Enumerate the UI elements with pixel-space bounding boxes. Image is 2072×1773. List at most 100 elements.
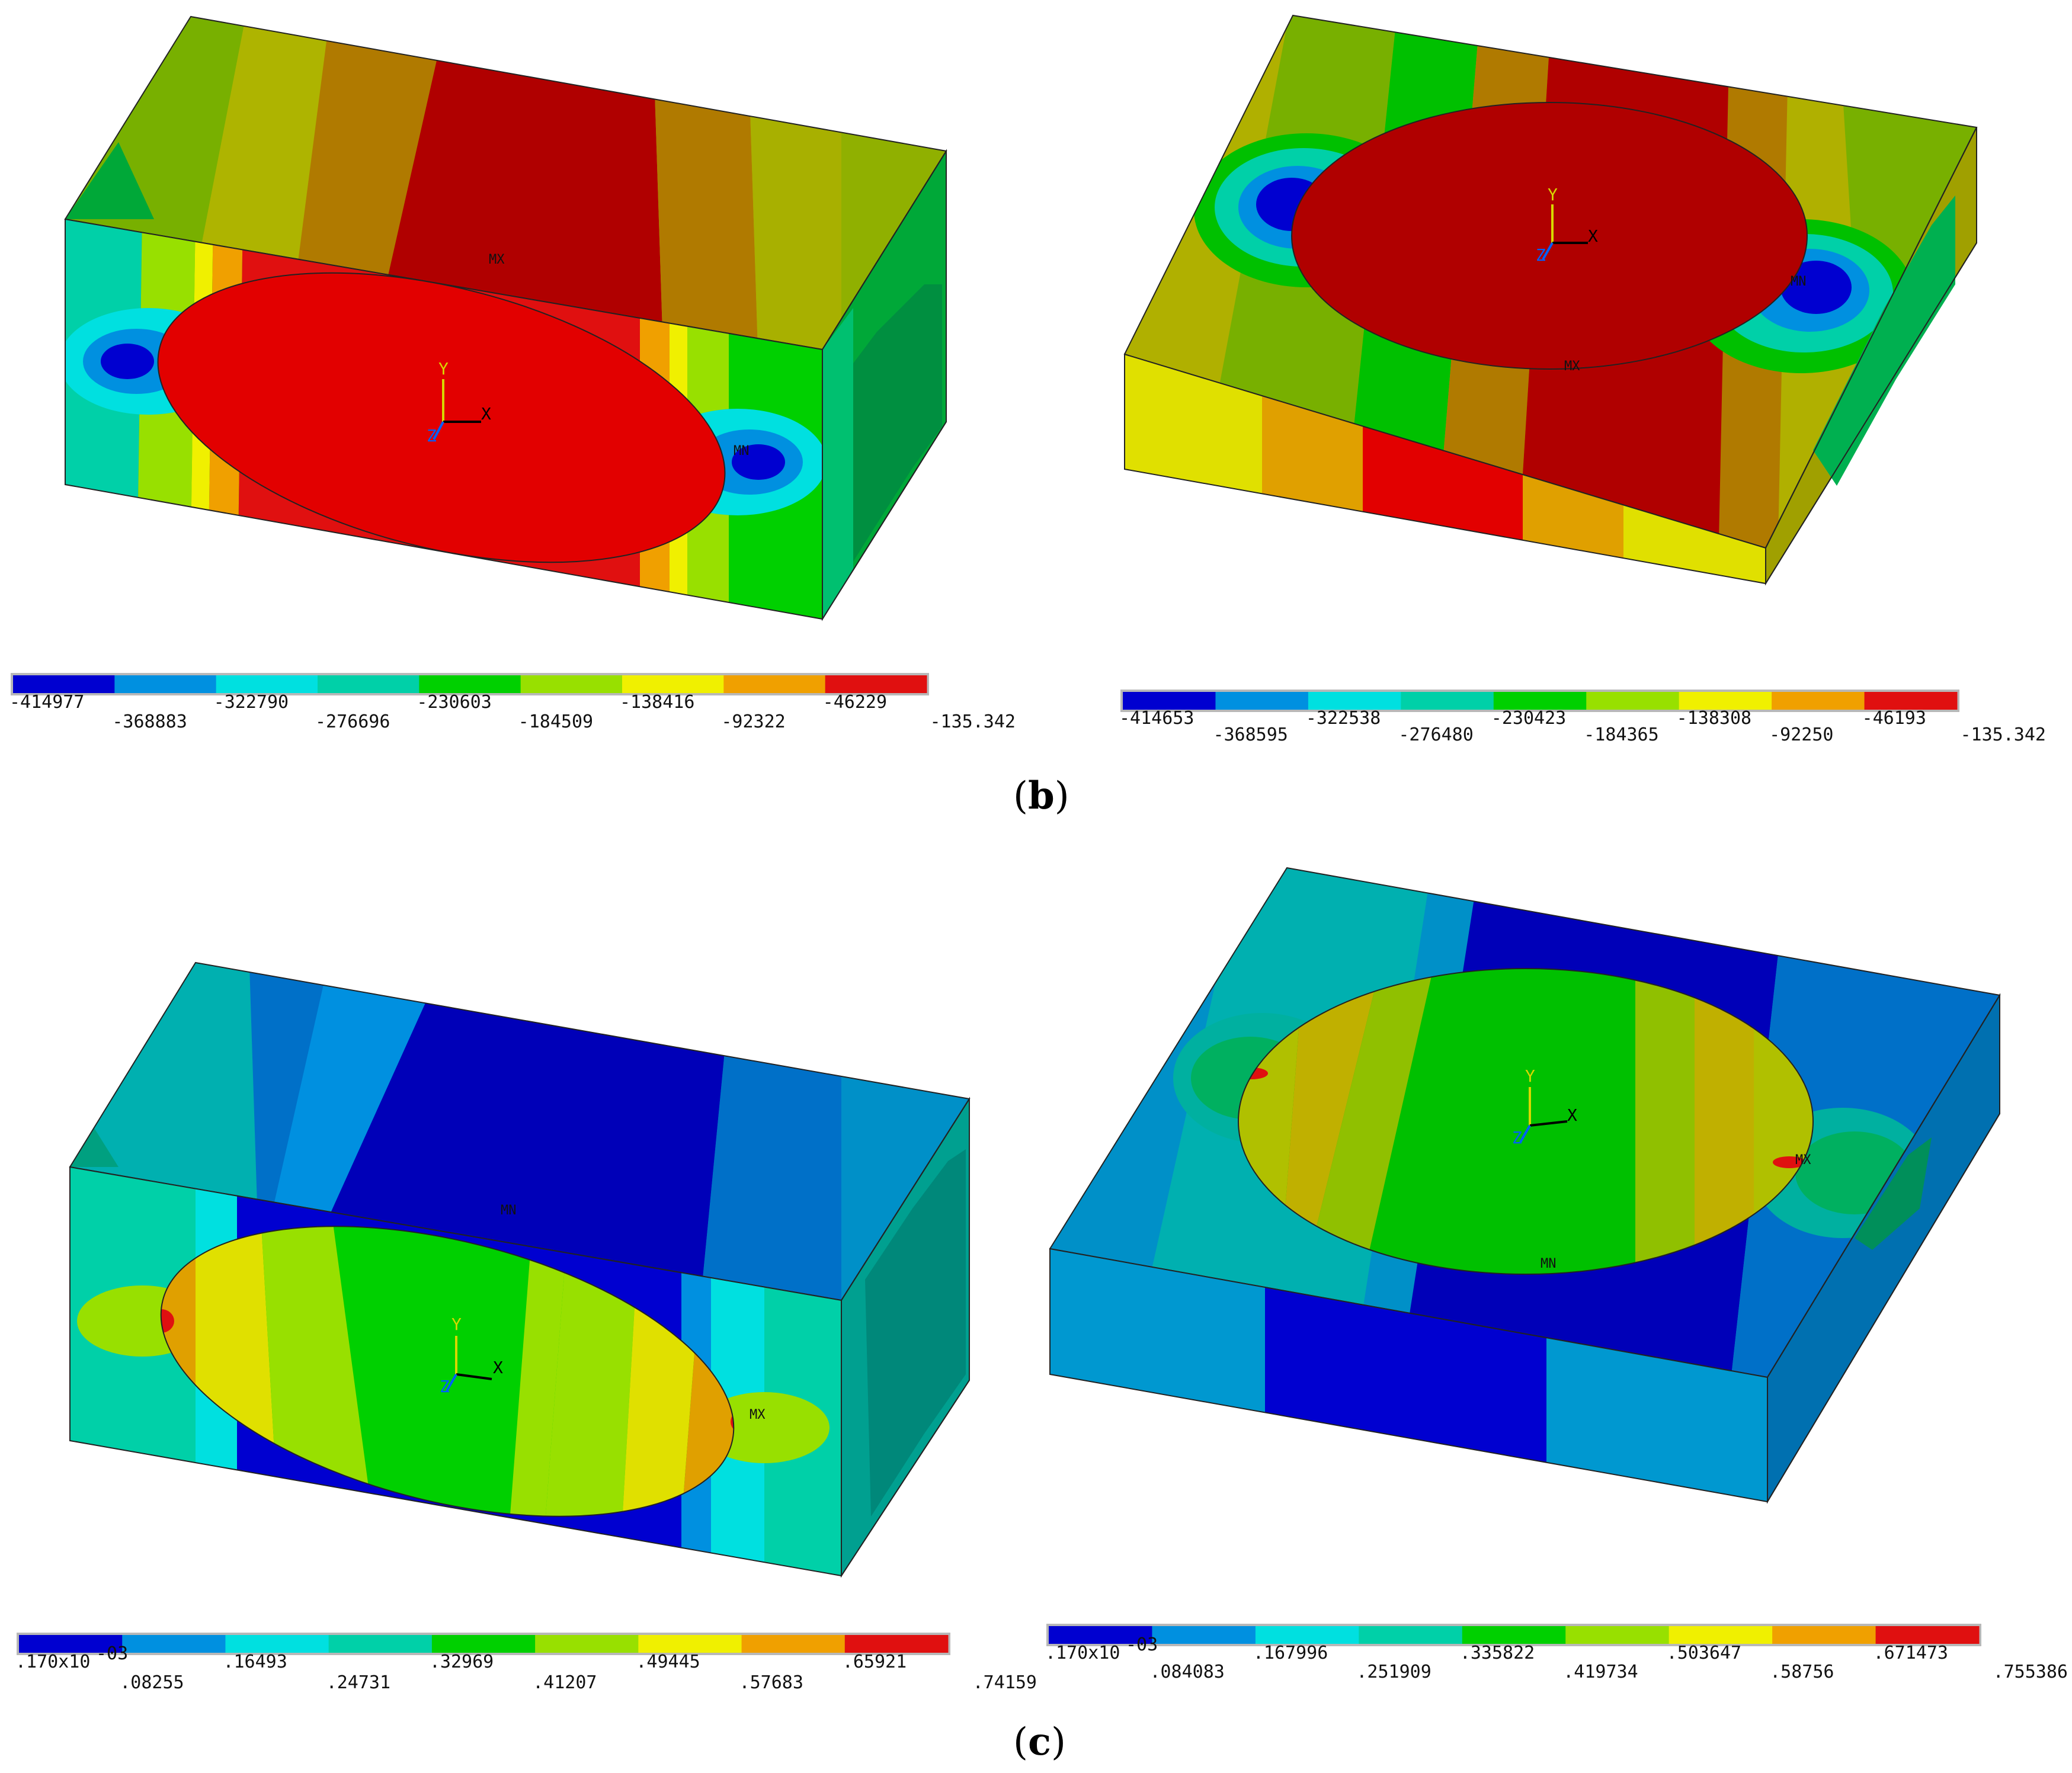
legend-swatch bbox=[1215, 692, 1309, 710]
legend-tick-label: -92250 bbox=[1769, 724, 1833, 745]
axis-triad: Y X Z bbox=[1536, 185, 1598, 265]
legend-swatch bbox=[1152, 1626, 1256, 1644]
axis-y-label: Y bbox=[1525, 1066, 1535, 1086]
legend-tick-label: -414653 bbox=[1119, 708, 1194, 729]
panel-c-right: MX MN Y X Z .170x10 -03 .084083 .167996 .251… bbox=[1045, 867, 2068, 1682]
inclusion bbox=[1238, 968, 1814, 1275]
max-marker: MX bbox=[489, 252, 505, 267]
legend-tick-label: -322790 bbox=[214, 692, 289, 713]
inclusion bbox=[157, 272, 726, 563]
legend-tick-label: -135.342 bbox=[1961, 724, 2047, 745]
legend-tick-label: .335822 bbox=[1460, 1643, 1535, 1663]
caption-c: (c) bbox=[1013, 1720, 1066, 1764]
max-marker: MX bbox=[750, 1408, 766, 1422]
legend-tick-label: .41207 bbox=[533, 1672, 597, 1693]
legend-tick-label: .49445 bbox=[636, 1652, 700, 1672]
max-marker: MX bbox=[1795, 1153, 1811, 1168]
legend-tick-label: -230603 bbox=[417, 692, 491, 713]
legend-tick-label: .503647 bbox=[1667, 1643, 1741, 1663]
legend-swatch bbox=[638, 1635, 742, 1653]
legend-swatch bbox=[723, 675, 826, 693]
legend-tick-label: .58756 bbox=[1770, 1662, 1834, 1682]
axis-z-label: Z bbox=[1512, 1128, 1522, 1147]
legend-tick-label: .419734 bbox=[1563, 1662, 1638, 1682]
min-marker: MN bbox=[501, 1203, 517, 1218]
legend-swatch bbox=[1049, 1626, 1152, 1644]
legend-tick-label: -92322 bbox=[721, 711, 785, 732]
axis-x-label: X bbox=[481, 404, 491, 424]
legend-swatch bbox=[1864, 692, 1958, 710]
legend-swatch bbox=[122, 1635, 226, 1653]
legend-tick-label: .57683 bbox=[739, 1672, 803, 1693]
legend-tick-label: -368595 bbox=[1213, 724, 1288, 745]
legend-tick-label: .16493 bbox=[223, 1652, 287, 1672]
legend-tick-label: .167996 bbox=[1253, 1643, 1328, 1663]
caption-b: (b) bbox=[1013, 774, 1069, 818]
legend-tick-label: -184509 bbox=[518, 711, 593, 732]
legend: -414653 -368595 -322538 -276480 -230423 -1843… bbox=[1119, 690, 2046, 745]
legend-tick-label: -276480 bbox=[1398, 724, 1473, 745]
axis-y-label: Y bbox=[438, 359, 449, 379]
axis-y-label: Y bbox=[1548, 185, 1558, 204]
panel-c-left: MN MX Y X Z .170x10 -03 .08255 .16493 .24731… bbox=[15, 961, 1037, 1693]
axis-z-label: Z bbox=[1536, 245, 1546, 265]
legend-swatch bbox=[1401, 692, 1494, 710]
min-marker: MN bbox=[734, 444, 750, 459]
legend-swatch bbox=[1772, 1626, 1876, 1644]
legend-swatch bbox=[1359, 1626, 1463, 1644]
min-marker: MN bbox=[1541, 1256, 1557, 1271]
legend: .170x10 -03 .084083 .167996 .251909 .335822 .4… bbox=[1045, 1624, 2068, 1682]
legend-swatch bbox=[741, 1635, 846, 1653]
legend-swatch bbox=[825, 675, 927, 693]
legend-tick-label: .671473 bbox=[1874, 1643, 1948, 1663]
legend-tick-label: .084083 bbox=[1149, 1662, 1224, 1682]
legend-swatch bbox=[1462, 1626, 1566, 1644]
axis-triad: Y X Z bbox=[440, 1314, 503, 1396]
legend-tick-label: .74159 bbox=[973, 1672, 1037, 1693]
legend-tick-label: -138416 bbox=[620, 692, 694, 713]
legend-swatch bbox=[328, 1635, 433, 1653]
panel-b-left: MX MN Y X Z -414977 -368883 -322790 -276696… bbox=[9, 15, 1016, 732]
legend-swatch bbox=[19, 1635, 123, 1653]
legend-exponent: -03 bbox=[1126, 1634, 1158, 1655]
legend-tick-label: -276696 bbox=[315, 711, 390, 732]
max-marker: MX bbox=[1564, 359, 1580, 374]
legend-swatch bbox=[1123, 692, 1216, 710]
legend-tick-label: -322538 bbox=[1306, 708, 1381, 729]
axis-triad: Y X Z bbox=[1512, 1066, 1577, 1147]
legend-tick-label: -368883 bbox=[112, 711, 187, 732]
legend-swatch bbox=[216, 675, 318, 693]
legend-swatch bbox=[1255, 1626, 1359, 1644]
legend: -414977 -368883 -322790 -276696 -230603 -1845… bbox=[9, 673, 1016, 732]
axis-triad: Y X Z bbox=[427, 359, 491, 445]
legend-swatch bbox=[1493, 692, 1587, 710]
legend-tick-label: -46229 bbox=[823, 692, 887, 713]
legend-tick-label: -414977 bbox=[9, 692, 84, 713]
inclusion bbox=[1291, 102, 1808, 370]
legend-swatch bbox=[535, 1635, 639, 1653]
legend-tick-label: -184365 bbox=[1584, 724, 1658, 745]
axis-x-label: X bbox=[1567, 1105, 1577, 1125]
legend-tick-label: -46193 bbox=[1862, 708, 1926, 729]
legend-swatch bbox=[1308, 692, 1401, 710]
legend-tick-label: -135.342 bbox=[930, 711, 1016, 732]
min-marker: MN bbox=[1791, 274, 1807, 289]
axis-x-label: X bbox=[1588, 226, 1598, 246]
legend-swatch bbox=[431, 1635, 536, 1653]
panel-b-right: MN MX Y X Z -414653 -368595 -322538 -276480… bbox=[1119, 14, 2046, 745]
legend-swatch bbox=[1565, 1626, 1670, 1644]
legend-tick-label: .755386 bbox=[1993, 1662, 2068, 1682]
legend-tick-label: -138308 bbox=[1677, 708, 1751, 729]
legend-tick-label: .251909 bbox=[1356, 1662, 1431, 1682]
axis-y-label: Y bbox=[451, 1314, 462, 1334]
axis-x-label: X bbox=[493, 1358, 503, 1377]
legend-swatch bbox=[318, 675, 419, 693]
legend-tick-label: .08255 bbox=[120, 1672, 184, 1693]
axis-z-label: Z bbox=[427, 426, 437, 445]
legend-swatch bbox=[844, 1635, 949, 1653]
legend-swatch bbox=[520, 675, 623, 693]
legend-tick-label: .65921 bbox=[843, 1652, 907, 1672]
legend-tick-label: .32969 bbox=[430, 1652, 494, 1672]
legend-tick-label: .24731 bbox=[326, 1672, 390, 1693]
